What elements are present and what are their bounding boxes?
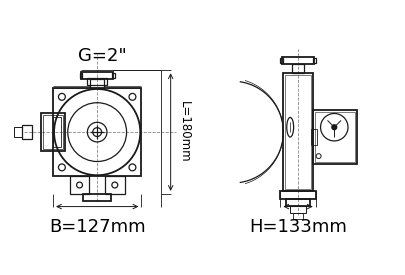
Bar <box>53 88 141 176</box>
Bar <box>292 64 304 73</box>
Text: H=133mm: H=133mm <box>249 218 347 236</box>
Bar <box>293 213 303 219</box>
Bar <box>280 191 315 199</box>
Text: G=2": G=2" <box>78 46 126 65</box>
Bar <box>313 58 315 62</box>
Bar <box>41 114 65 151</box>
Bar <box>14 127 22 137</box>
Circle shape <box>332 125 337 130</box>
Bar <box>285 75 311 189</box>
Bar <box>81 72 113 79</box>
Bar <box>53 117 61 147</box>
Bar <box>313 110 357 164</box>
Bar <box>79 73 83 78</box>
Bar <box>284 73 313 191</box>
Bar <box>83 194 111 201</box>
Bar <box>282 57 314 64</box>
Bar <box>105 176 125 194</box>
Bar <box>112 73 115 78</box>
Bar <box>315 112 355 162</box>
Bar <box>311 129 317 145</box>
Bar <box>280 58 284 62</box>
Bar <box>286 199 310 206</box>
Bar <box>87 78 107 85</box>
Bar <box>70 176 90 194</box>
Bar <box>22 125 32 139</box>
Text: B=127mm: B=127mm <box>49 218 145 236</box>
Bar <box>290 206 306 213</box>
Bar <box>90 79 104 88</box>
Bar <box>43 116 63 149</box>
Text: L=180mm: L=180mm <box>178 101 191 163</box>
